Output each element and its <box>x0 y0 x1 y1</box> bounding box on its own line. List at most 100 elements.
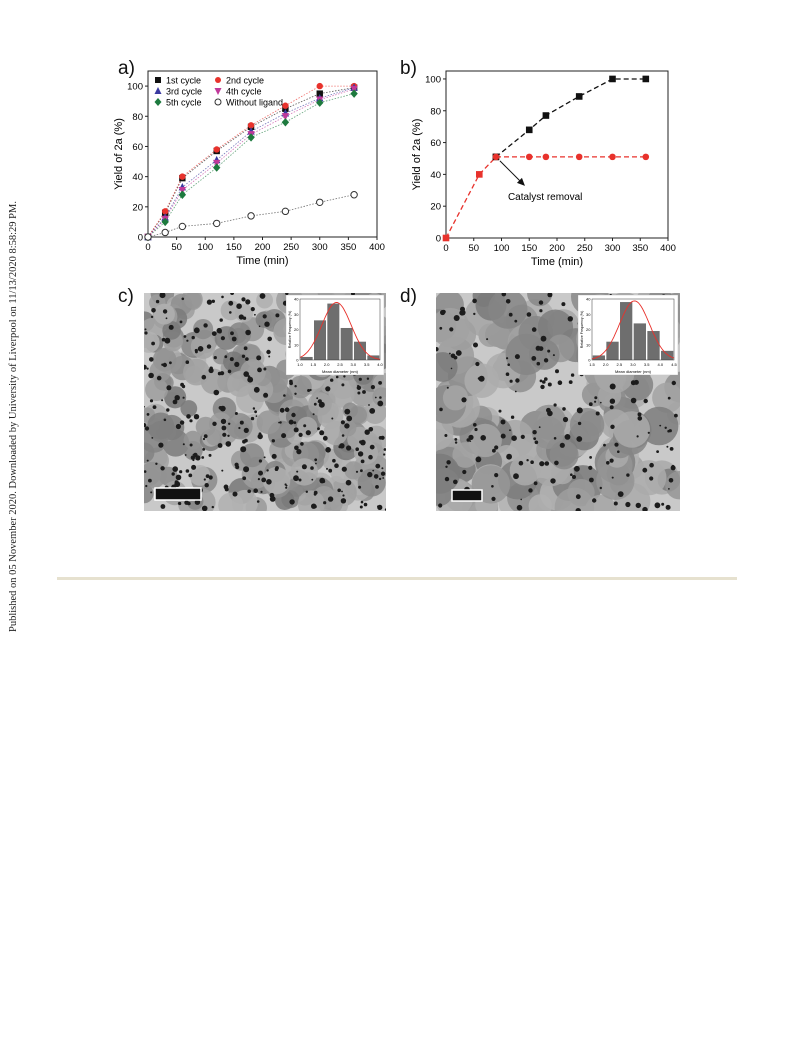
fit-curve <box>299 302 381 360</box>
metal-nanoparticle <box>454 441 458 444</box>
metal-nanoparticle <box>500 419 506 425</box>
metal-nanoparticle <box>155 462 158 465</box>
chart-b-catalyst-removal: 0 50 100 150 200 250 300 350 400 0 20 40 60 80 100 Time… <box>411 70 676 268</box>
metal-nanoparticle <box>256 355 262 361</box>
nanoparticle-support <box>436 479 453 506</box>
panel-label-b: b) <box>400 58 417 79</box>
metal-nanoparticle <box>635 502 641 509</box>
metal-nanoparticle <box>305 430 311 436</box>
metal-nanoparticle <box>183 335 187 338</box>
metal-nanoparticle <box>668 488 670 490</box>
inset-y-tick-label: 20 <box>294 327 299 332</box>
metal-nanoparticle <box>603 443 606 447</box>
metal-nanoparticle <box>267 336 272 342</box>
y-tick-label: 100 <box>425 74 441 85</box>
data-point <box>178 190 187 199</box>
metal-nanoparticle <box>518 460 524 466</box>
metal-nanoparticle <box>594 396 598 400</box>
metal-nanoparticle <box>243 316 246 320</box>
metal-nanoparticle <box>247 376 254 383</box>
metal-nanoparticle <box>342 494 345 497</box>
metal-nanoparticle <box>507 363 510 366</box>
section-divider <box>57 577 737 580</box>
y-tick-label: 80 <box>132 112 143 123</box>
metal-nanoparticle <box>294 385 297 388</box>
metal-nanoparticle <box>340 420 345 425</box>
metal-nanoparticle <box>340 498 347 504</box>
metal-nanoparticle <box>257 433 263 440</box>
metal-nanoparticle <box>491 485 494 488</box>
metal-nanoparticle <box>513 473 519 480</box>
metal-nanoparticle <box>649 476 654 481</box>
nanoparticle-support <box>153 303 175 325</box>
metal-nanoparticle <box>546 407 551 413</box>
metal-nanoparticle <box>259 293 266 299</box>
data-point <box>161 208 169 215</box>
nanoparticle-support <box>485 322 510 348</box>
metal-nanoparticle <box>313 505 317 509</box>
data-point <box>161 228 169 237</box>
inset-frame <box>591 298 675 361</box>
annotation-arrow <box>499 160 523 184</box>
metal-nanoparticle <box>606 461 610 465</box>
y-tick-label: 60 <box>132 142 143 153</box>
y-axis-title: Yield of 2a (%) <box>411 119 423 191</box>
metal-nanoparticle <box>288 419 294 425</box>
inset-x-tick-label: 3.0 <box>351 362 357 367</box>
metal-nanoparticle <box>222 432 227 437</box>
metal-nanoparticle <box>462 469 467 475</box>
metal-nanoparticle <box>172 466 178 472</box>
metal-nanoparticle <box>228 422 231 425</box>
metal-nanoparticle <box>243 371 249 377</box>
nanoparticle-support <box>162 321 181 340</box>
metal-nanoparticle <box>218 329 222 334</box>
metal-nanoparticle <box>195 350 198 354</box>
metal-nanoparticle <box>221 425 227 431</box>
nanoparticle-support <box>354 440 378 465</box>
data-point <box>281 207 290 216</box>
metal-nanoparticle <box>298 432 303 437</box>
metal-nanoparticle <box>492 448 496 453</box>
metal-nanoparticle <box>642 467 648 473</box>
metal-nanoparticle <box>201 456 205 459</box>
metal-nanoparticle <box>189 443 193 447</box>
metal-nanoparticle <box>368 454 373 460</box>
metal-nanoparticle <box>575 508 581 511</box>
y-tick-label: 40 <box>430 170 441 181</box>
metal-nanoparticle <box>436 347 439 352</box>
metal-nanoparticle <box>466 438 470 442</box>
metal-nanoparticle <box>531 356 537 361</box>
metal-nanoparticle <box>330 378 334 382</box>
inset-y-tick-label: 20 <box>586 327 591 332</box>
metal-nanoparticle <box>511 435 517 441</box>
metal-nanoparticle <box>600 401 602 404</box>
metal-nanoparticle <box>382 477 385 479</box>
metal-nanoparticle <box>148 478 152 483</box>
data-point <box>609 75 616 83</box>
inset-y-axis-title: Relative Frequency (%) <box>288 311 292 349</box>
metal-nanoparticle <box>211 505 214 509</box>
metal-nanoparticle <box>257 478 260 481</box>
nanoparticle-support <box>289 375 312 399</box>
nanoparticle-support <box>613 411 650 448</box>
metal-nanoparticle <box>375 463 381 469</box>
metal-nanoparticle <box>609 405 614 410</box>
metal-nanoparticle <box>241 297 246 302</box>
metal-nanoparticle <box>269 496 276 502</box>
metal-nanoparticle <box>146 413 150 416</box>
metal-nanoparticle <box>326 467 328 470</box>
metal-nanoparticle <box>193 327 200 334</box>
nanoparticle-support <box>240 359 266 385</box>
metal-nanoparticle <box>567 316 573 322</box>
metal-nanoparticle <box>181 297 185 301</box>
metal-nanoparticle <box>611 476 614 479</box>
metal-nanoparticle <box>213 356 217 360</box>
metal-nanoparticle <box>514 319 518 323</box>
inset-x-tick-label: 3.0 <box>630 362 636 367</box>
metal-nanoparticle <box>162 362 167 368</box>
metal-nanoparticle <box>164 337 171 344</box>
metal-nanoparticle <box>185 360 190 364</box>
metal-nanoparticle <box>500 433 506 439</box>
metal-nanoparticle <box>179 470 183 474</box>
metal-nanoparticle <box>576 407 583 414</box>
